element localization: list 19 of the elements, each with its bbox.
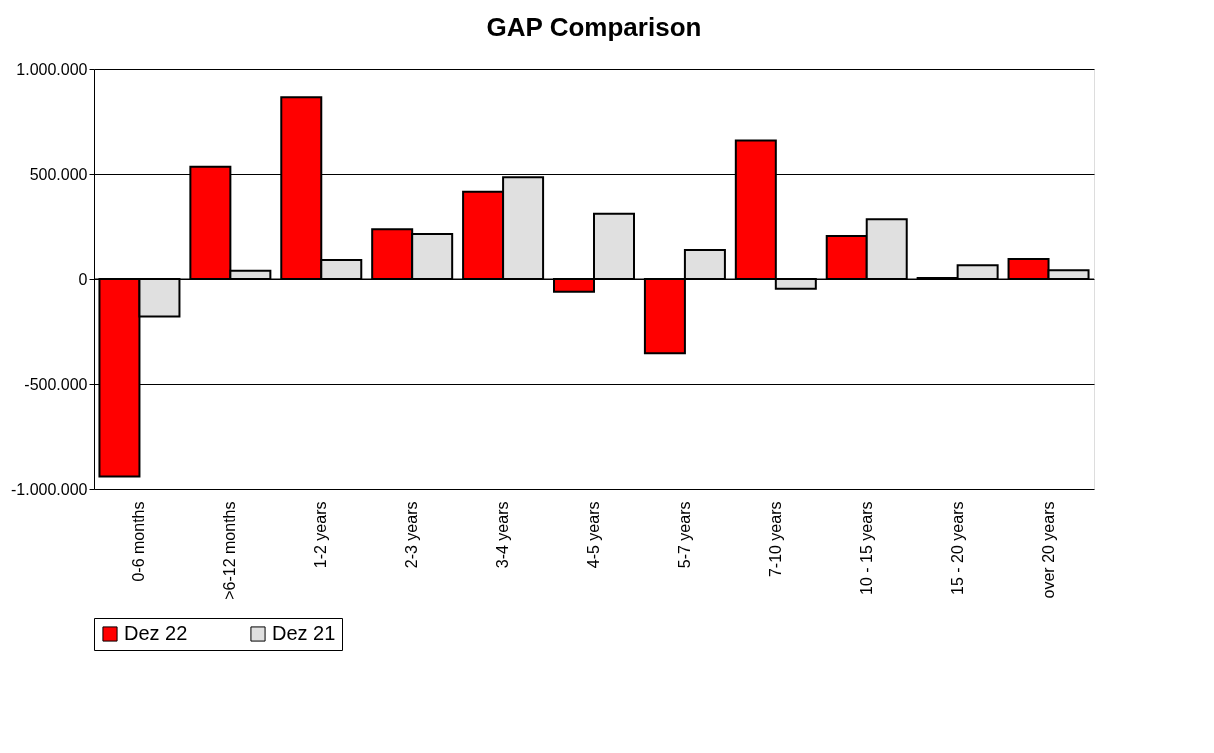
x-tick-label: >6-12 months: [221, 501, 239, 600]
y-tick-label: -1.000.000: [10, 480, 88, 498]
x-tick-label: 4-5 years: [585, 501, 602, 569]
legend-label: Dez 22: [124, 622, 188, 644]
y-tick-label: -500.000: [24, 375, 88, 393]
x-tick-label: 7-10 years: [766, 501, 784, 578]
x-tick-label: 10 - 15 years: [857, 501, 875, 595]
y-tick-label: 1.000.000: [16, 60, 88, 78]
legend-label: Dez 21: [272, 622, 336, 644]
y-tick-label: 500.000: [29, 165, 88, 183]
x-tick-label: 3-4 years: [494, 501, 512, 569]
x-tick-label: 15 - 20 years: [948, 501, 966, 595]
chart-title: GAP Comparison: [486, 12, 702, 42]
x-tick-label: 0-6 months: [130, 501, 148, 582]
x-tick-label: over 20 years: [1039, 501, 1057, 599]
y-tick-label: 0: [78, 270, 88, 288]
x-tick-label: 1-2 years: [312, 501, 330, 569]
x-tick-label: 5-7 years: [675, 501, 693, 569]
x-tick-label: 2-3 years: [403, 501, 421, 569]
